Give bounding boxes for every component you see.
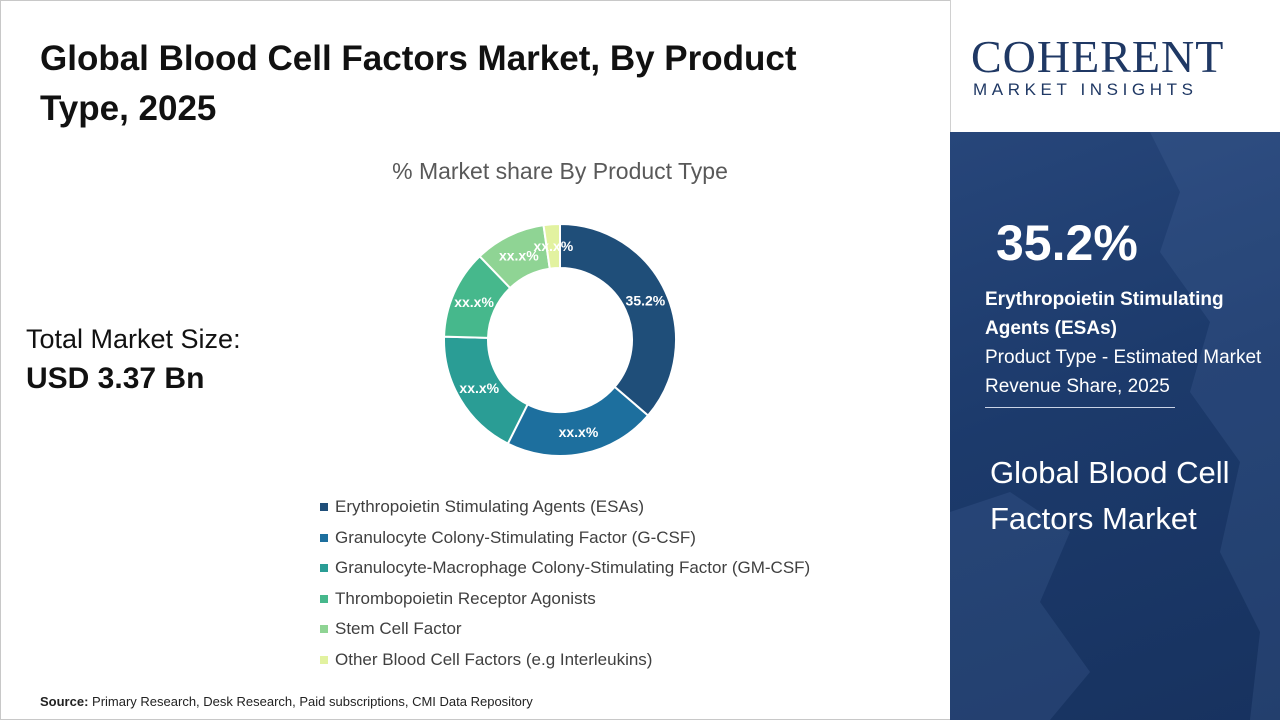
legend-swatch <box>320 655 328 664</box>
legend-item: Granulocyte Colony-Stimulating Factor (G… <box>320 525 920 556</box>
legend-item: Other Blood Cell Factors (e.g Interleuki… <box>320 647 920 678</box>
highlight-segment: Erythropoietin Stimulating Agents (ESAs) <box>985 289 1224 339</box>
logo-area: COHERENT MARKET INSIGHTS <box>950 0 1280 132</box>
legend-swatch <box>320 594 328 603</box>
slice-label-3: xx.x% <box>459 380 499 396</box>
legend-label: Thrombopoietin Receptor Agonists <box>335 588 596 608</box>
total-market-value: USD 3.37 Bn <box>26 362 205 395</box>
total-market-label: Total Market Size: <box>26 324 241 354</box>
slice-label-2: xx.x% <box>559 424 599 440</box>
legend-item: Thrombopoietin Receptor Agonists <box>320 586 920 617</box>
chart-legend: Erythropoietin Stimulating Agents (ESAs)… <box>320 494 920 677</box>
legend-label: Stem Cell Factor <box>335 619 462 638</box>
legend-item: Stem Cell Factor <box>320 616 920 647</box>
highlight-description: Product Type - Estimated Market Revenue … <box>985 347 1262 397</box>
legend-swatch <box>320 625 328 633</box>
legend-label: Erythropoietin Stimulating Agents (ESAs) <box>335 497 644 516</box>
chart-title: % Market share By Product Type <box>392 158 728 184</box>
highlight-percent: 35.2% <box>996 215 1138 271</box>
slice-label-4: xx.x% <box>454 294 494 310</box>
highlight-panel: 35.2% Erythropoietin Stimulating Agents … <box>950 132 1280 720</box>
slice-label-5: xx.x% <box>499 247 539 263</box>
legend-item: Erythropoietin Stimulating Agents (ESAs) <box>320 494 920 525</box>
source-note: Source: Primary Research, Desk Research,… <box>40 694 533 709</box>
legend-swatch <box>320 503 328 511</box>
legend-swatch <box>320 564 328 572</box>
donut-slice-6 <box>542 222 561 270</box>
legend-label: Other Blood Cell Factors (e.g Interleuki… <box>335 649 653 669</box>
highlight-market-name: Global Blood Cell Factors Market <box>990 455 1230 536</box>
divider <box>985 407 1175 408</box>
page-title: Global Blood Cell Factors Market, By Pro… <box>40 39 797 128</box>
donut-slice-1 <box>559 222 677 417</box>
source-text: Primary Research, Desk Research, Paid su… <box>92 694 533 709</box>
slice-label-6: xx.x% <box>533 238 573 254</box>
donut-slice-2 <box>506 385 650 457</box>
slice-label-1: 35.2% <box>626 293 666 309</box>
legend-label: Granulocyte-Macrophage Colony-Stimulatin… <box>335 558 811 577</box>
source-label: Source: <box>40 694 89 709</box>
logo-wordmark: COHERENT <box>971 31 1225 82</box>
legend-label: Granulocyte Colony-Stimulating Factor (G… <box>335 527 696 547</box>
logo-tagline: MARKET INSIGHTS <box>973 80 1198 99</box>
legend-item: Granulocyte-Macrophage Colony-Stimulatin… <box>320 555 920 586</box>
map-texture <box>950 132 1280 720</box>
legend-swatch <box>320 533 328 542</box>
donut-chart: 35.2%xx.x%xx.x%xx.x%xx.x%xx.x% <box>443 222 677 457</box>
